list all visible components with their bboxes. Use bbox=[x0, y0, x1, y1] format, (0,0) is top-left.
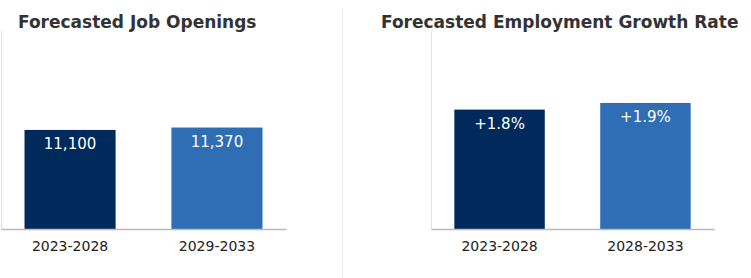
x-axis: 2023-2028 2029-2033 bbox=[2, 229, 287, 254]
data-label: +1.8% bbox=[474, 115, 525, 133]
chart-title: Forecasted Job Openings bbox=[18, 12, 257, 32]
chart-title: Forecasted Employment Growth Rate bbox=[381, 12, 739, 32]
chart-panel: Forecasted Employment Growth Rate 2023-20… bbox=[381, 12, 739, 254]
x-axis-line bbox=[432, 229, 715, 231]
x-tick: 2023-2028 bbox=[461, 229, 537, 254]
x-axis: 2023-2028 2028-2033 bbox=[432, 229, 715, 254]
x-tick: 2028-2033 bbox=[607, 229, 683, 254]
bar bbox=[171, 128, 262, 229]
y-axis-line bbox=[1, 31, 2, 230]
y-axis bbox=[1, 31, 3, 230]
x-tick-label: 2028-2033 bbox=[607, 238, 683, 254]
bars bbox=[25, 128, 263, 229]
x-tick: 2023-2028 bbox=[32, 229, 108, 254]
y-axis-line bbox=[431, 31, 432, 230]
bar bbox=[25, 130, 116, 229]
data-label: 11,370 bbox=[191, 133, 244, 151]
chart-panel: Forecasted Job Openings 2023-2028 2029-203… bbox=[1, 12, 287, 254]
x-tick: 2029-2033 bbox=[179, 229, 255, 254]
x-tick-label: 2023-2028 bbox=[32, 238, 108, 254]
bars bbox=[454, 103, 690, 229]
panel-separator bbox=[342, 8, 343, 278]
data-label: +1.9% bbox=[620, 108, 671, 126]
bar bbox=[600, 103, 690, 229]
y-axis bbox=[431, 31, 433, 230]
data-label: 11,100 bbox=[44, 135, 97, 153]
x-axis-line bbox=[2, 229, 287, 231]
bar bbox=[454, 110, 544, 229]
data-labels: +1.8% +1.9% bbox=[474, 108, 671, 133]
x-tick-label: 2029-2033 bbox=[179, 238, 255, 254]
data-labels: 11,100 11,370 bbox=[44, 133, 243, 153]
x-tick-label: 2023-2028 bbox=[461, 238, 537, 254]
